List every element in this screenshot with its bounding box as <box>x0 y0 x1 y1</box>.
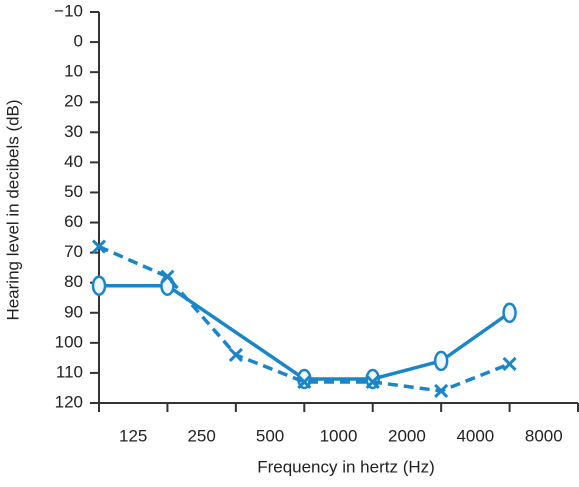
marker-x <box>365 374 380 390</box>
y-tick-label: 90 <box>64 302 83 321</box>
y-tick-label: 30 <box>64 122 83 141</box>
x-tick-label: 2000 <box>388 426 426 445</box>
y-axis-label: Hearing level in decibels (dB) <box>3 99 22 320</box>
y-tick-label: 70 <box>64 242 83 261</box>
x-tick-label: 4000 <box>456 426 494 445</box>
y-tick-label: 0 <box>74 32 83 51</box>
marker-x <box>434 383 449 399</box>
y-tick-label: 50 <box>64 182 83 201</box>
x-tick-label: 8000 <box>525 426 563 445</box>
y-tick-label: 80 <box>64 272 83 291</box>
y-tick-label: 60 <box>64 212 83 231</box>
marker-o <box>433 350 449 372</box>
marker-x <box>297 374 312 390</box>
marker-o <box>502 302 517 324</box>
y-tick-label: 110 <box>56 362 83 381</box>
marker-x <box>502 356 517 371</box>
x-tick-label: 500 <box>256 426 284 445</box>
marker-x <box>160 269 175 284</box>
x-tick-label: 1000 <box>320 426 358 445</box>
marker-x <box>91 239 107 254</box>
y-tick-label: 120 <box>55 392 83 411</box>
marker-x <box>228 347 243 362</box>
y-tick-label: −10 <box>54 1 83 20</box>
x-tick-label: 125 <box>119 426 147 445</box>
x-axis-label: Frequency in hertz (Hz) <box>257 457 435 476</box>
marker-o <box>91 275 107 296</box>
y-tick-label: 10 <box>64 62 83 81</box>
series-line <box>99 283 511 381</box>
y-tick-label: 100 <box>55 332 83 351</box>
y-tick-label: 20 <box>64 92 83 111</box>
x-tick-label: 250 <box>187 426 215 445</box>
y-tick-label: 40 <box>64 152 83 171</box>
